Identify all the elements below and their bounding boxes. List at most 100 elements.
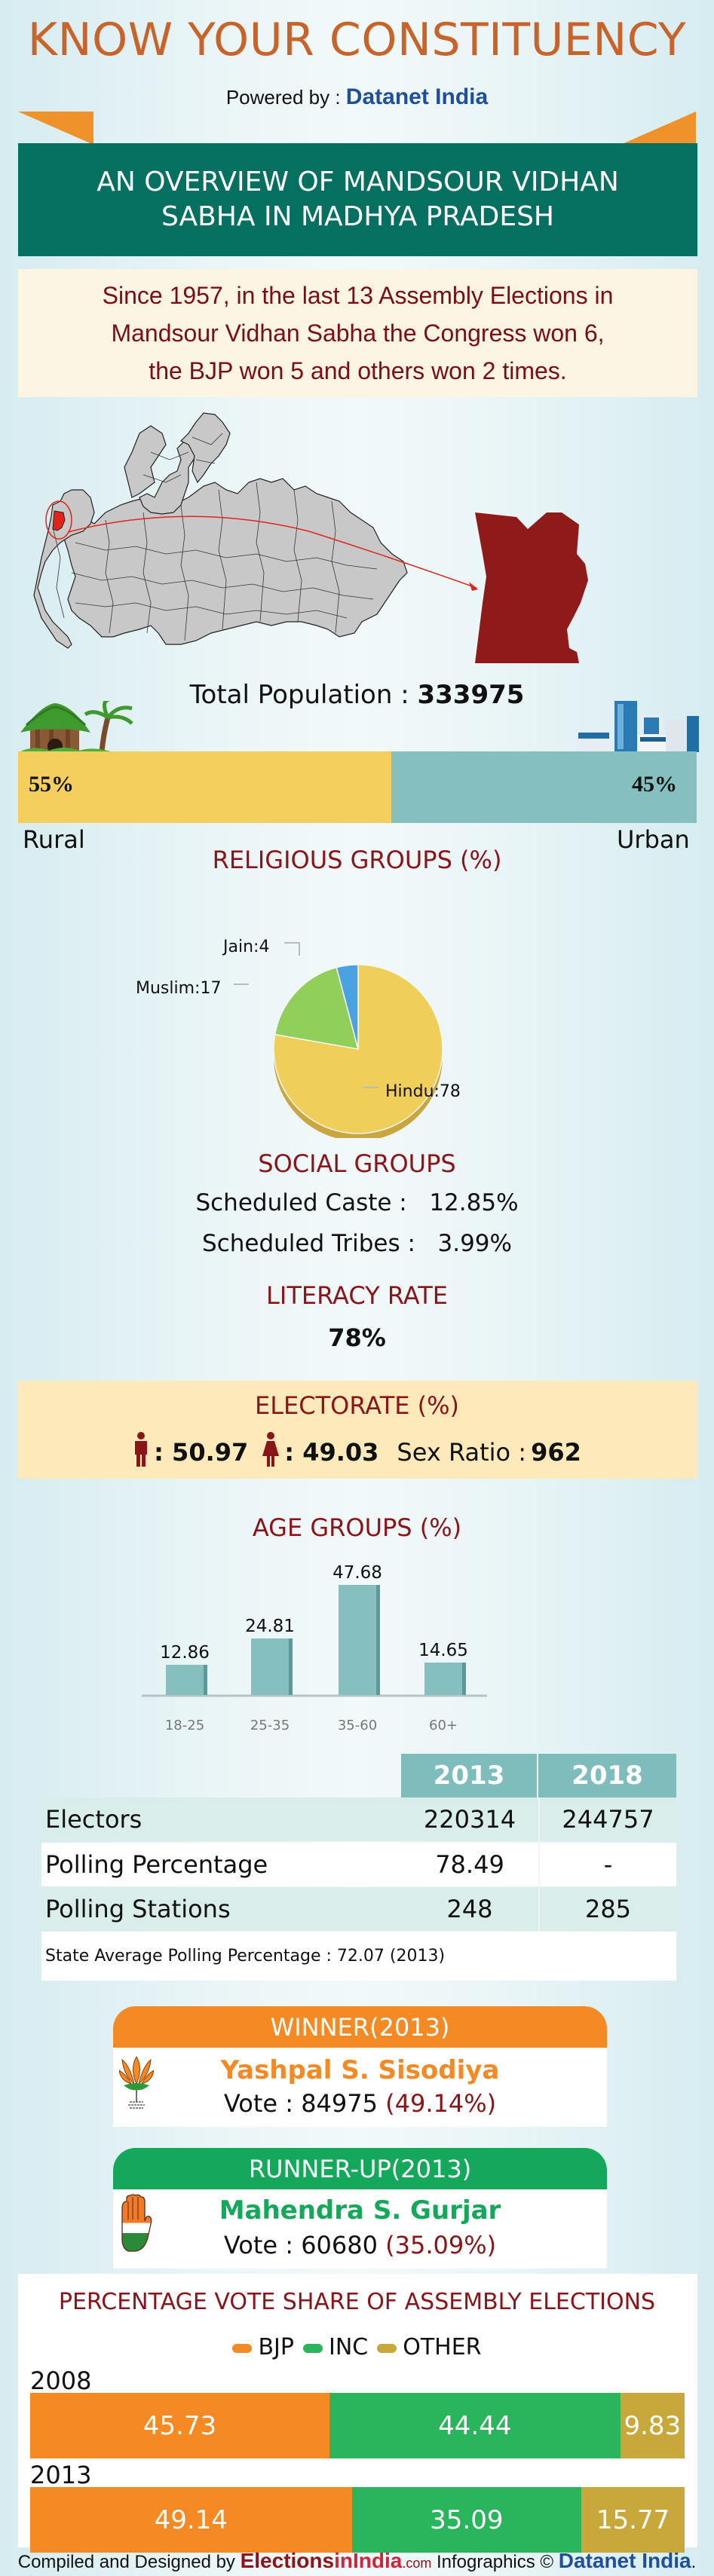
religion-pie-chart: Jain:4 Muslim:17 Hindu:78: [136, 938, 461, 1138]
age-groups-heading: AGE GROUPS: [252, 1513, 412, 1542]
age-groups-bar-chart: 12.86 18-25 24.81 25-35 47.68 35-60 14.6…: [142, 1563, 487, 1733]
religious-groups-unit: (%): [452, 846, 502, 874]
row-label: Electors: [45, 1805, 142, 1834]
pie-label-hindu: Hindu:78: [385, 1082, 461, 1101]
election-summary: Since 1957, in the last 13 Assembly Elec…: [18, 269, 697, 397]
legend-label-bjp: BJP: [258, 2334, 294, 2360]
svg-text:60+: 60+: [429, 1718, 458, 1733]
footer-suffix: .: [691, 2552, 697, 2572]
year-label-2008: 2008: [30, 2366, 92, 2395]
runner-up-votes: Vote : 60680 (35.09%): [113, 2231, 607, 2259]
legend-item-bjp: BJP: [232, 2334, 294, 2360]
powered-by-label: Powered by :: [225, 86, 346, 109]
table-header-2018: 2018: [538, 1754, 676, 1797]
female-icon: [262, 1432, 280, 1467]
vote-share-title: PERCENTAGE VOTE SHARE OF ASSEMBLY ELECTI…: [58, 2289, 656, 2315]
row-value-2018: 285: [538, 1887, 676, 1931]
constituency-zoomed-shape: [475, 512, 588, 663]
male-percentage: : 50.97: [154, 1438, 249, 1467]
datanet-brand: Datanet India: [345, 84, 489, 109]
runner-up-vote-count: Vote : 60680: [223, 2231, 386, 2259]
footer-prefix: Compiled and Designed by: [17, 2552, 241, 2572]
scheduled-tribes-row: Scheduled Tribes : 3.99%: [0, 1230, 714, 1257]
state-map: [33, 412, 588, 663]
rural-percentage: 55%: [29, 772, 74, 797]
legend-item-other: OTHER: [377, 2334, 482, 2360]
footer-site-part-b: inIndia: [334, 2549, 403, 2572]
row-value-2013: 248: [446, 1895, 493, 1923]
svg-text:18-25: 18-25: [165, 1718, 204, 1733]
runner-up-heading: RUNNER-UP: [248, 2154, 391, 2183]
footer-middle: Infographics ©: [431, 2552, 559, 2572]
lotus-icon: [119, 2055, 154, 2109]
social-groups-title: SOCIAL GROUPS: [258, 1149, 456, 1178]
table-row-polling-stations: Polling Stations 248 285: [41, 1887, 676, 1931]
svg-text:25-35: 25-35: [250, 1718, 290, 1733]
winner-card: Yashpal S. Sisodiya Vote : 84975 (49.14%…: [113, 2048, 607, 2127]
total-population-value: 333975: [417, 680, 525, 710]
svg-text:12.86: 12.86: [160, 1643, 210, 1663]
rural-label: Rural: [23, 825, 85, 854]
summary-line-1: Since 1957, in the last 13 Assembly Elec…: [102, 282, 614, 309]
age-groups-unit: (%): [412, 1513, 462, 1542]
legend-swatch-bjp: [232, 2343, 253, 2353]
ribbon-fold-right: [621, 112, 696, 145]
svg-text:24.81: 24.81: [245, 1617, 295, 1636]
legend-swatch-other: [377, 2343, 397, 2353]
row-label: Polling Stations: [45, 1895, 231, 1923]
summary-line-2: Mandsour Vidhan Sabha the Congress won 6…: [111, 320, 605, 347]
sc-value: 12.85%: [429, 1189, 519, 1216]
pointer-arrowhead: [469, 582, 478, 591]
winner-heading: WINNER: [270, 2012, 369, 2042]
age-bar-60-plus: [424, 1663, 462, 1695]
segment-bjp-2013: 49.14: [30, 2487, 352, 2553]
sex-ratio-label: Sex Ratio :: [397, 1438, 527, 1467]
runner-up-vote-pct: (35.09%): [385, 2231, 497, 2259]
winner-year: (2013): [369, 2012, 450, 2042]
footer-brand: Datanet India: [558, 2549, 691, 2572]
row-value-2018: 244757: [538, 1797, 676, 1841]
electorate-box: [18, 1381, 697, 1479]
segment-other-2013: 15.77: [581, 2487, 685, 2553]
svg-text:14.65: 14.65: [418, 1641, 468, 1660]
legend-label-other: OTHER: [403, 2334, 482, 2360]
religious-groups-heading: RELIGIOUS GROUPS: [212, 846, 452, 874]
svg-text:47.68: 47.68: [332, 1563, 382, 1583]
constituency-highlight-ring: [45, 500, 72, 540]
winner-vote-count: Vote : 84975: [223, 2089, 386, 2118]
total-population: Total Population : 333975: [0, 680, 714, 710]
urban-buildings-icon: [577, 701, 699, 752]
svg-text:35-60: 35-60: [338, 1718, 377, 1733]
male-icon: [135, 1432, 148, 1467]
winner-name: Yashpal S. Sisodiya: [220, 2055, 500, 2085]
rural-hut-icon: [19, 701, 133, 754]
pointer-arrow: [67, 516, 477, 589]
footer-site-part-a: Elections: [240, 2549, 335, 2572]
row-value-2013: 78.49: [435, 1850, 504, 1879]
winner-header: WINNER (2013): [113, 2006, 607, 2048]
age-bar-25-35: [251, 1638, 289, 1695]
vote-share-bar-2008: 45.73 44.44 9.83: [30, 2393, 685, 2458]
total-population-label: Total Population :: [189, 680, 418, 710]
legend-swatch-inc: [302, 2343, 323, 2353]
electorate-values: : 50.97 : 49.03 Sex Ratio : 962: [0, 1432, 714, 1467]
rural-bar: [18, 751, 391, 823]
vote-share-bar-2013: 49.14 35.09 15.77: [30, 2487, 685, 2553]
banner-line-1: AN OVERVIEW OF MANDSOUR VIDHAN: [97, 167, 619, 197]
segment-inc-2008: 44.44: [329, 2393, 621, 2458]
winner-vote-pct: (49.14%): [385, 2089, 497, 2118]
row-value-2013: 220314: [423, 1805, 516, 1834]
urban-percentage: 45%: [632, 772, 677, 797]
pie-label-jain: Jain:4: [222, 938, 269, 956]
district-boundaries: [52, 433, 378, 641]
state-average-footnote: State Average Polling Percentage : 72.07…: [41, 1932, 676, 1981]
overview-banner: AN OVERVIEW OF MANDSOUR VIDHAN SABHA IN …: [18, 143, 697, 256]
st-value: 3.99%: [437, 1230, 512, 1257]
urban-label: Urban: [617, 825, 690, 854]
footer-site-part-c: .com: [402, 2556, 432, 2571]
row-label: Polling Percentage: [45, 1850, 268, 1879]
pie-label-muslim: Muslim:17: [136, 979, 221, 998]
winner-votes: Vote : 84975 (49.14%): [113, 2089, 607, 2118]
electorate-unit: (%): [409, 1391, 459, 1420]
pie-slice-jain: [336, 964, 359, 1050]
